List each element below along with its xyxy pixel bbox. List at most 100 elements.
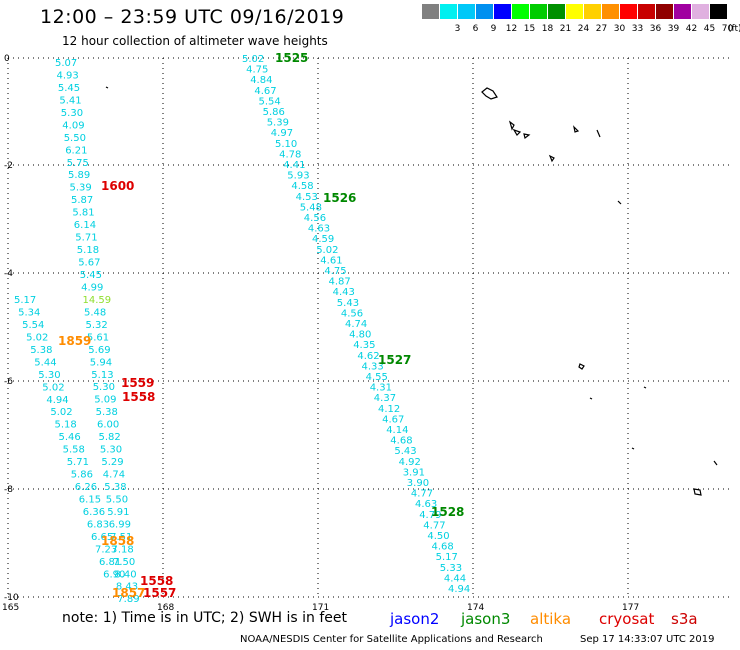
track-a-value: 5.61	[87, 332, 109, 343]
scale-swatch	[422, 4, 439, 19]
track-c-value: 3.91	[403, 467, 425, 478]
track-a-value: 5.30	[100, 445, 122, 456]
track-b-value: 5.38	[30, 345, 52, 356]
lon-label: 174	[467, 603, 484, 613]
track-b-value: 4.94	[46, 395, 68, 406]
track-c-value: 4.92	[399, 457, 421, 468]
track-c-value: 4.33	[362, 361, 384, 372]
track-a-value: 5.81	[72, 208, 94, 219]
track-a-value: 8.43	[116, 582, 138, 593]
track-c-value: 4.62	[357, 351, 379, 362]
track-a-value: 5.30	[61, 108, 83, 119]
footer-note: note: 1) Time is in UTC; 2) SWH is in fe…	[62, 610, 348, 626]
track-a-value: 5.29	[101, 457, 123, 468]
satellite-legend-item: jason2	[390, 610, 440, 628]
lat-label: -10	[4, 593, 19, 603]
scale-label: 42	[685, 24, 698, 34]
track-c-value: 5.54	[259, 96, 281, 107]
track-b-value: 5.30	[38, 370, 60, 381]
track-a-value: 4.93	[57, 71, 79, 82]
track-a-value: 5.32	[86, 320, 108, 331]
track-c-value: 4.14	[386, 425, 408, 436]
track-c-value: 5.39	[267, 118, 289, 129]
track-c-value: 4.77	[423, 520, 445, 531]
satellite-legend-item: cryosat	[599, 610, 655, 628]
scale-swatch	[674, 4, 691, 19]
track-a-value: 5.18	[77, 245, 99, 256]
track-b-value: 5.54	[22, 320, 44, 331]
track-a-value: 5.94	[90, 357, 112, 368]
track-b-value: 6.81	[99, 557, 121, 568]
pass-time-label: 1527	[378, 353, 411, 367]
scale-label: 70	[721, 24, 734, 34]
track-c-value: 4.87	[329, 277, 351, 288]
track-a-value: 5.87	[71, 195, 93, 206]
pass-time-label: 1859	[58, 334, 91, 348]
track-c-value: 4.58	[291, 181, 313, 192]
track-c-value: 5.33	[440, 563, 462, 574]
track-a-value: 8.40	[114, 569, 136, 580]
track-a-value: 5.50	[106, 495, 128, 506]
scale-unit: (ft)	[728, 24, 740, 34]
island-outlines	[105, 86, 718, 496]
island	[713, 460, 718, 466]
track-b-value: 6.15	[79, 495, 101, 506]
page-title: 12:00 – 23:59 UTC 09/16/2019	[40, 6, 345, 28]
track-a-value: 5.48	[84, 307, 106, 318]
track-c-value: 5.93	[287, 171, 309, 182]
track-a-value: 7.50	[113, 557, 135, 568]
track-c-value: 4.77	[411, 489, 433, 500]
scale-label: 27	[595, 24, 608, 34]
island	[548, 154, 555, 163]
track-b-value: 6.65	[91, 532, 113, 543]
track-b-value: 6.36	[83, 507, 105, 518]
track-b-value: 7.23	[95, 544, 117, 555]
track-a-value: 14.59	[83, 295, 112, 306]
track-c-value: 4.50	[427, 531, 449, 542]
track-a-value: 5.30	[93, 382, 115, 393]
altimeter-tracks: 5.074.935.455.415.304.095.506.215.755.89…	[14, 54, 470, 605]
lat-label: -8	[4, 485, 13, 495]
scale-swatch	[458, 4, 475, 19]
track-c-value: 4.59	[312, 234, 334, 245]
satellite-legend-item: jason3	[461, 610, 511, 628]
scale-label: 12	[505, 24, 518, 34]
track-b-value: 5.44	[34, 357, 56, 368]
track-a-value: 5.38	[104, 482, 126, 493]
scale-label: 3	[454, 24, 461, 34]
track-b-value: 5.02	[42, 382, 64, 393]
track-a-value: 6.00	[97, 420, 119, 431]
generation-timestamp: Sep 17 14:33:07 UTC 2019	[580, 634, 715, 645]
page-subtitle: 12 hour collection of altimeter wave hei…	[62, 34, 328, 48]
track-a-value: 5.71	[75, 233, 97, 244]
scale-label: 6	[472, 24, 479, 34]
scale-swatch	[584, 4, 601, 19]
scale-swatch	[494, 4, 511, 19]
scale-label: 15	[523, 24, 536, 34]
island	[643, 386, 647, 389]
scale-swatch	[548, 4, 565, 19]
track-a-value: 4.09	[62, 120, 84, 131]
track-c-value: 5.86	[263, 107, 285, 118]
track-c-value: 4.53	[296, 192, 318, 203]
pass-time-label: 1528	[431, 505, 464, 519]
track-c-value: 4.41	[283, 160, 305, 171]
pass-time-labels: 1525152615271528160015591558155815571859…	[58, 51, 464, 600]
scale-label: 45	[703, 24, 716, 34]
track-a-value: 5.41	[59, 95, 81, 106]
track-b-value: 5.86	[71, 470, 93, 481]
pass-time-label: 1857	[112, 586, 145, 600]
lat-label: 0	[4, 54, 10, 64]
track-b-value: 5.18	[55, 420, 77, 431]
track-c-value: 5.43	[394, 446, 416, 457]
track-a-value: 6.99	[109, 519, 131, 530]
scale-label: 21	[559, 24, 572, 34]
island	[693, 488, 702, 496]
scale-label: 18	[541, 24, 554, 34]
track-c-value: 4.68	[432, 542, 454, 553]
pass-time-label: 1525	[275, 51, 308, 65]
track-b-value: 5.02	[26, 332, 48, 343]
island	[512, 128, 522, 136]
lat-label: -4	[4, 269, 13, 279]
